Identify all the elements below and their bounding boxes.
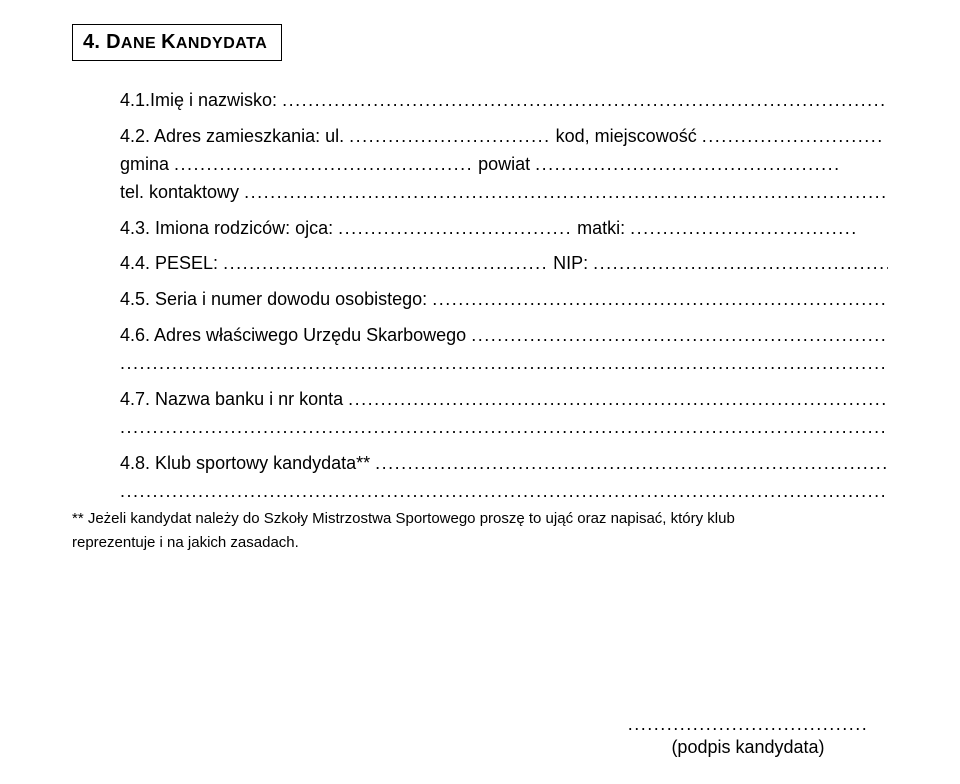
- dots-fill: ............................: [702, 126, 884, 146]
- section-title-andydata: ANDYDATA: [176, 35, 267, 52]
- signature-dots: .....................................: [608, 714, 888, 735]
- footnote-line2: reprezentuje i na jakich zasadach.: [72, 532, 888, 555]
- field-name-line: 4.1.Imię i nazwisko: ...................…: [120, 87, 888, 115]
- field-address-gmina-line: gmina ..................................…: [120, 151, 888, 179]
- field-pesel-line: 4.4. PESEL: ............................…: [120, 250, 888, 278]
- dots-fill: ........................................…: [432, 289, 888, 309]
- section-title-box: 4. DANE KANDYDATA: [72, 24, 282, 61]
- dots-fill: ....................................: [338, 218, 572, 238]
- field-dowod-line: 4.5. Seria i numer dowodu osobistego: ..…: [120, 286, 888, 314]
- dots-fill: ........................................…: [375, 453, 888, 473]
- section-title-k: K: [161, 31, 176, 53]
- field-klub-label: 4.8. Klub sportowy kandydata**: [120, 453, 375, 473]
- dots-fill: ........................................…: [120, 481, 888, 501]
- footnote-line1: ** Jeżeli kandydat należy do Szkoły Mist…: [72, 508, 888, 531]
- field-dowod-label: 4.5. Seria i numer dowodu osobistego:: [120, 289, 432, 309]
- section-title-d: D: [106, 31, 121, 53]
- field-parents-ojca-label: 4.3. Imiona rodziców: ojca:: [120, 218, 338, 238]
- field-address-street-label: 4.2. Adres zamieszkania: ul.: [120, 126, 349, 146]
- dots-fill: ........................................…: [120, 417, 888, 437]
- section-title: 4. DANE KANDYDATA: [83, 31, 267, 53]
- dots-fill: ........................................…: [120, 353, 888, 373]
- field-address-street-line: 4.2. Adres zamieszkania: ul. ...........…: [120, 123, 888, 151]
- field-address-gmina-label: gmina: [120, 154, 174, 174]
- field-urzad-label: 4.6. Adres właściwego Urzędu Skarbowego: [120, 325, 471, 345]
- field-address-tel-line: tel. kontaktowy ........................…: [120, 179, 888, 207]
- signature-label: (podpis kandydata): [608, 737, 888, 758]
- dots-fill: ........................................…: [348, 389, 888, 409]
- dots-fill: ........................................…: [282, 90, 888, 110]
- field-klub-line1: 4.8. Klub sportowy kandydata** .........…: [120, 450, 888, 478]
- field-name-label: 4.1.Imię i nazwisko:: [120, 90, 282, 110]
- dots-fill: ........................................…: [535, 154, 841, 174]
- dots-fill: ........................................…: [244, 182, 888, 202]
- field-parents-matki-label: matki:: [572, 218, 630, 238]
- field-urzad-line2: ........................................…: [120, 350, 888, 378]
- field-parents-line: 4.3. Imiona rodziców: ojca: ............…: [120, 215, 888, 243]
- field-bank-line1: 4.7. Nazwa banku i nr konta ............…: [120, 386, 888, 414]
- dots-fill: ........................................…: [593, 253, 888, 273]
- field-bank-line2: ........................................…: [120, 414, 888, 442]
- dots-fill: ........................................…: [471, 325, 888, 345]
- dots-fill: ...................................: [630, 218, 858, 238]
- field-address-tel-label: tel. kontaktowy: [120, 182, 244, 202]
- signature-block: ..................................... (p…: [608, 714, 888, 758]
- section-title-ane: ANE: [121, 35, 161, 52]
- field-address-kod-label: kod, miejscowość: [551, 126, 702, 146]
- dots-fill: ........................................…: [223, 253, 548, 273]
- field-nip-label: NIP:: [548, 253, 593, 273]
- section-number: 4.: [83, 31, 100, 53]
- field-bank-label: 4.7. Nazwa banku i nr konta: [120, 389, 348, 409]
- field-pesel-label: 4.4. PESEL:: [120, 253, 223, 273]
- dots-fill: ........................................…: [174, 154, 473, 174]
- field-address-powiat-label: powiat: [473, 154, 535, 174]
- field-urzad-line1: 4.6. Adres właściwego Urzędu Skarbowego …: [120, 322, 888, 350]
- dots-fill: ...............................: [349, 126, 551, 146]
- field-klub-line2: ........................................…: [120, 478, 888, 506]
